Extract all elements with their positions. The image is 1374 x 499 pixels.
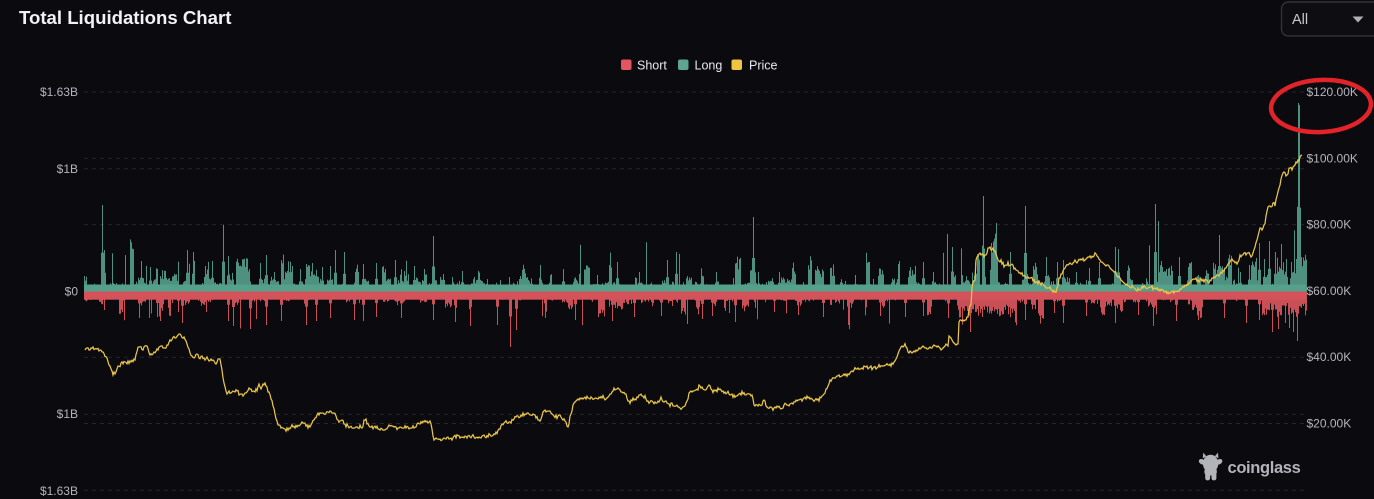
svg-text:Total Liquidations Chart: Total Liquidations Chart [19, 7, 231, 28]
svg-text:$0: $0 [65, 285, 79, 299]
svg-text:$80.00K: $80.00K [1307, 218, 1352, 232]
svg-text:Price: Price [749, 59, 778, 73]
svg-text:$1.63B: $1.63B [40, 484, 78, 498]
svg-text:$100.00K: $100.00K [1307, 151, 1358, 165]
svg-text:Long: Long [695, 59, 723, 73]
svg-text:Short: Short [637, 59, 667, 73]
svg-text:$1.63B: $1.63B [40, 85, 78, 99]
svg-text:$20.00K: $20.00K [1307, 417, 1352, 431]
svg-text:$40.00K: $40.00K [1307, 350, 1352, 364]
svg-text:$120.00K: $120.00K [1307, 85, 1358, 99]
svg-text:$1B: $1B [57, 407, 78, 421]
svg-text:$60.00K: $60.00K [1307, 284, 1352, 298]
svg-text:$1B: $1B [57, 162, 78, 176]
svg-text:All: All [1292, 12, 1308, 28]
svg-text:coinglass: coinglass [1228, 459, 1301, 477]
